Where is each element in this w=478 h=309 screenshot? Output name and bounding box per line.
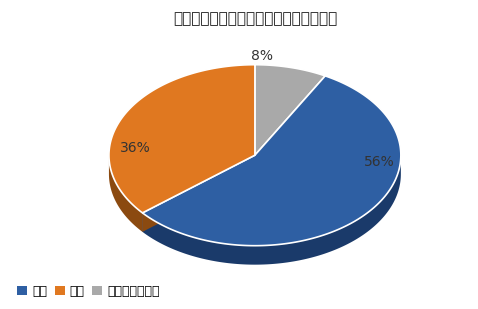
Text: 36%: 36% (120, 141, 151, 155)
Legend: 満足, 不満, どちらでもない: 満足, 不満, どちらでもない (12, 280, 165, 303)
Text: 8%: 8% (251, 49, 273, 63)
Polygon shape (255, 65, 325, 155)
Polygon shape (142, 155, 401, 265)
Polygon shape (142, 155, 255, 232)
Text: 56%: 56% (364, 155, 394, 170)
Polygon shape (142, 76, 401, 246)
Polygon shape (142, 155, 255, 232)
Title: ジムニーシエラの乗り心地の満足度調査: ジムニーシエラの乗り心地の満足度調査 (173, 11, 337, 26)
Polygon shape (109, 155, 142, 232)
Polygon shape (109, 65, 255, 213)
